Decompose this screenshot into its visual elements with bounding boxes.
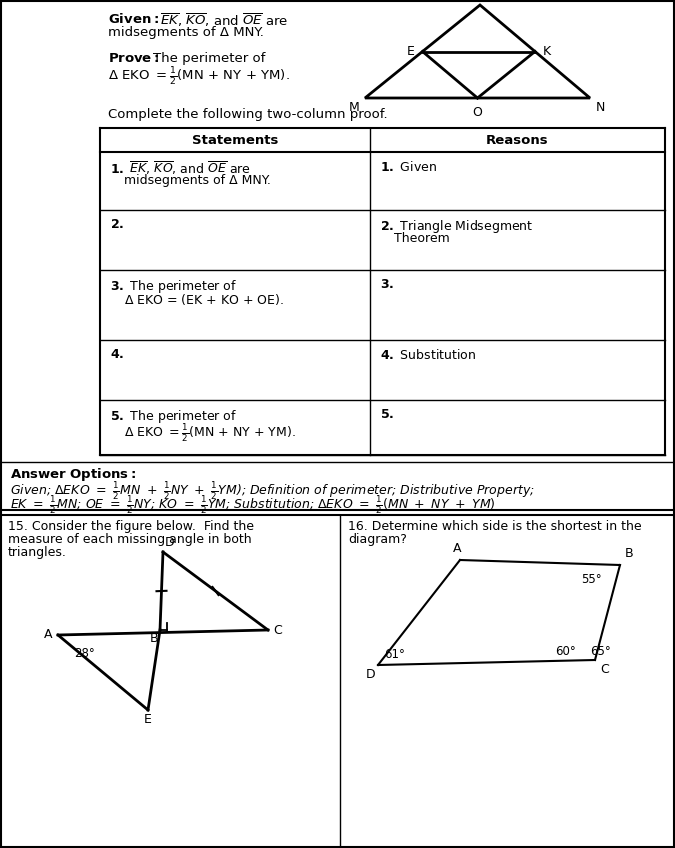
Text: 65°: 65° (590, 645, 611, 658)
Text: 28°: 28° (74, 647, 94, 660)
Text: $EK\ =\ \frac{1}{2}MN$; $OE\ =\ \frac{1}{2}NY$; $KO\ =\ \frac{1}{2}YM$; Substitu: $EK\ =\ \frac{1}{2}MN$; $OE\ =\ \frac{1}… (10, 494, 495, 516)
Text: K: K (543, 45, 551, 58)
Text: $\mathbf{Prove:}$: $\mathbf{Prove:}$ (108, 52, 159, 65)
Text: O: O (472, 106, 483, 119)
Text: E: E (144, 713, 152, 726)
Text: 60°: 60° (555, 645, 576, 658)
Text: C: C (600, 663, 609, 676)
Text: D: D (165, 536, 175, 549)
Text: $\Delta$ EKO $= \frac{1}{2}$(MN + NY + YM).: $\Delta$ EKO $= \frac{1}{2}$(MN + NY + Y… (124, 422, 296, 444)
Text: $\mathbf{Given:}$: $\mathbf{Given:}$ (108, 12, 159, 26)
Text: $\mathbf{2.}$: $\mathbf{2.}$ (110, 218, 124, 231)
Text: Given; $\Delta EKO\ =\ \frac{1}{2}MN\ +\ \frac{1}{2}NY\ +\ \frac{1}{2}YM$); Defi: Given; $\Delta EKO\ =\ \frac{1}{2}MN\ +\… (10, 480, 535, 502)
Text: diagram?: diagram? (348, 533, 407, 546)
Text: D: D (365, 668, 375, 681)
Text: M: M (348, 101, 359, 114)
Text: 15. Consider the figure below.  Find the: 15. Consider the figure below. Find the (8, 520, 254, 533)
Text: midsegments of Δ MNY.: midsegments of Δ MNY. (108, 26, 264, 39)
Text: 16. Determine which side is the shortest in the: 16. Determine which side is the shortest… (348, 520, 642, 533)
Text: triangles.: triangles. (8, 546, 67, 559)
Text: 61°: 61° (384, 648, 405, 661)
Text: C: C (273, 623, 281, 637)
Text: $\mathbf{1.}$ $\overline{EK}$, $\overline{KO}$, and $\overline{OE}$ are: $\mathbf{1.}$ $\overline{EK}$, $\overlin… (110, 160, 251, 177)
Text: $\mathbf{4.}$ Substitution: $\mathbf{4.}$ Substitution (380, 348, 477, 362)
Text: Theorem: Theorem (394, 232, 450, 245)
Text: Statements: Statements (192, 133, 278, 147)
Text: A: A (453, 542, 461, 555)
Text: $\mathbf{1.}$ Given: $\mathbf{1.}$ Given (380, 160, 437, 174)
Text: $\mathbf{Answer\ Options:}$: $\mathbf{Answer\ Options:}$ (10, 466, 136, 483)
Text: $\mathbf{5.}$ The perimeter of: $\mathbf{5.}$ The perimeter of (110, 408, 237, 425)
Text: midsegments of Δ MNY.: midsegments of Δ MNY. (124, 174, 271, 187)
Text: 55°: 55° (581, 573, 602, 586)
Text: $\mathbf{2.}$ Triangle Midsegment: $\mathbf{2.}$ Triangle Midsegment (380, 218, 533, 235)
Text: $\Delta$ EKO $= \frac{1}{2}$(MN + NY + YM).: $\Delta$ EKO $= \frac{1}{2}$(MN + NY + Y… (108, 66, 290, 88)
Text: $\Delta$ EKO = (EK + KO + OE).: $\Delta$ EKO = (EK + KO + OE). (124, 292, 284, 307)
Text: B: B (149, 632, 158, 645)
Text: A: A (43, 628, 52, 641)
Text: $\mathbf{3.}$: $\mathbf{3.}$ (380, 278, 394, 291)
Text: N: N (596, 101, 605, 114)
Text: Complete the following two-column proof.: Complete the following two-column proof. (108, 108, 387, 121)
Text: measure of each missing angle in both: measure of each missing angle in both (8, 533, 252, 546)
Text: $\overline{EK}$, $\overline{KO}$, and $\overline{OE}$ are: $\overline{EK}$, $\overline{KO}$, and $\… (160, 12, 288, 30)
Text: Reasons: Reasons (486, 133, 549, 147)
Text: B: B (625, 547, 634, 560)
Text: $\mathbf{3.}$ The perimeter of: $\mathbf{3.}$ The perimeter of (110, 278, 237, 295)
Text: $\mathbf{4.}$: $\mathbf{4.}$ (110, 348, 124, 361)
Text: The perimeter of: The perimeter of (153, 52, 265, 65)
Text: $\mathbf{5.}$: $\mathbf{5.}$ (380, 408, 394, 421)
Text: E: E (406, 45, 414, 58)
